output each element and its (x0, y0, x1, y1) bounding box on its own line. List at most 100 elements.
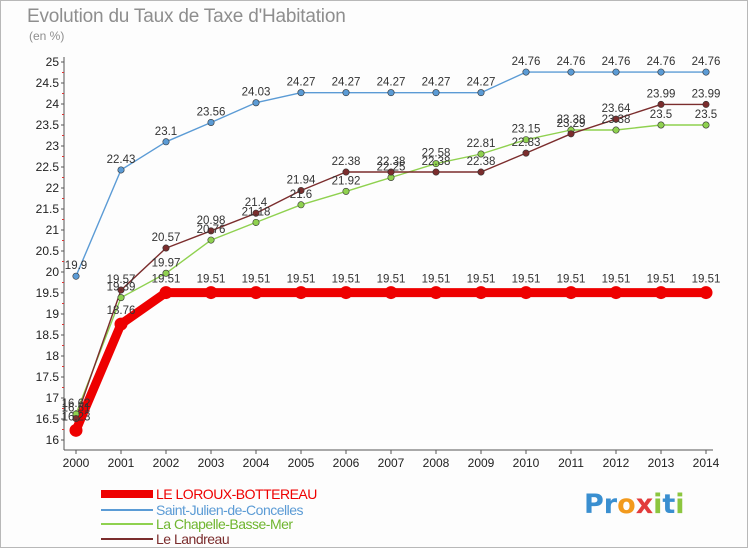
y-tick-label: 16.5 (36, 412, 60, 426)
legend-swatch (101, 489, 153, 498)
series-points (69, 68, 713, 437)
legend-label: Saint-Julien-de-Concelles (156, 501, 304, 518)
data-label: 22.38 (467, 156, 496, 168)
data-label: 24.76 (512, 56, 541, 68)
data-label: 23.99 (692, 88, 721, 100)
legend-item-saint-julien[interactable]: Saint-Julien-de-Concelles (101, 501, 304, 518)
data-point (702, 121, 710, 129)
legend-swatch (101, 522, 153, 525)
data-label: 24.76 (602, 56, 631, 68)
data-label: 22.25 (377, 162, 406, 174)
data-point (432, 168, 440, 176)
x-tick-label: 2004 (243, 456, 270, 470)
data-point (429, 286, 443, 300)
data-point (207, 118, 215, 126)
data-point (252, 209, 260, 217)
y-tick-label: 23.5 (36, 118, 60, 132)
data-point (474, 286, 488, 300)
y-tick-label: 16 (46, 433, 60, 447)
x-tick-label: 2002 (153, 456, 180, 470)
y-tick-label: 21.5 (36, 202, 60, 216)
data-point (72, 272, 80, 280)
data-label: 22.38 (422, 156, 451, 168)
data-point (342, 89, 350, 97)
y-tick-label: 24 (46, 97, 60, 111)
data-label: 23.64 (602, 103, 631, 115)
data-point (654, 286, 668, 300)
chart-title: Evolution du Taux de Taxe d'Habitation (27, 6, 346, 27)
data-label: 21.4 (245, 197, 268, 209)
x-tick-label: 2009 (468, 456, 495, 470)
data-point (567, 130, 575, 138)
data-label: 20.76 (197, 224, 226, 236)
data-point (162, 244, 170, 252)
y-tick-label: 17 (46, 391, 60, 405)
legend-label: Le Landreau (156, 530, 230, 547)
data-label: 19.51 (242, 274, 271, 286)
data-point (297, 89, 305, 97)
data-label: 19.51 (197, 274, 226, 286)
data-label: 24.03 (242, 87, 271, 99)
data-label: 20.98 (197, 215, 226, 227)
data-point (612, 126, 620, 134)
legend-item-chapelle[interactable]: La Chapelle-Basse-Mer (101, 515, 293, 532)
y-tick-label: 20 (46, 265, 60, 279)
x-tick-label: 2001 (108, 456, 135, 470)
y-tick-label: 22.5 (36, 160, 60, 174)
x-tick-label: 2010 (513, 456, 540, 470)
y-tick-label: 17.5 (36, 370, 60, 384)
x-tick-label: 2011 (558, 456, 584, 470)
data-label: 22.58 (422, 148, 451, 160)
y-tick-label: 19 (46, 307, 60, 321)
legend-swatch (101, 537, 153, 540)
data-point (72, 415, 80, 423)
legend-label: La Chapelle-Basse-Mer (156, 515, 293, 532)
data-point (114, 317, 128, 331)
data-point (294, 286, 308, 300)
data-label: 16.23 (62, 411, 91, 423)
data-label: 19.51 (332, 274, 361, 286)
x-tick-label: 2013 (648, 456, 675, 470)
data-label: 16.51 (62, 403, 91, 415)
data-point (207, 227, 215, 235)
y-tick-label: 23 (46, 139, 60, 153)
y-tick-label: 21 (46, 223, 60, 237)
x-tick-label: 2006 (333, 456, 360, 470)
data-point (69, 423, 83, 437)
y-axis-unit: (en %) (29, 29, 65, 43)
data-label: 24.27 (422, 77, 451, 89)
data-label: 23.5 (695, 109, 717, 121)
y-tick-label: 18 (46, 349, 60, 363)
data-label: 22.43 (107, 154, 136, 166)
logo-letter: t (662, 489, 676, 520)
data-label: 22.38 (332, 156, 361, 168)
logo-letter: o (617, 489, 636, 520)
y-tick-label: 25 (46, 55, 60, 69)
data-point (204, 286, 218, 300)
data-label: 23.38 (557, 114, 586, 126)
proxiti-logo: Proxiti (584, 489, 685, 520)
data-label: 23.56 (197, 106, 226, 118)
data-point (162, 138, 170, 146)
data-point (432, 160, 440, 168)
data-label: 21.18 (242, 206, 271, 218)
data-label: 19.97 (152, 257, 181, 269)
legend-item-loroux[interactable]: LE LOROUX-BOTTEREAU (101, 486, 317, 502)
data-point (522, 136, 530, 144)
data-label: 24.76 (692, 56, 721, 68)
logo-letter: r (603, 489, 618, 520)
x-tick-label: 2007 (378, 456, 405, 470)
legend-item-landreau[interactable]: Le Landreau (101, 530, 230, 547)
data-label: 19.51 (692, 274, 721, 286)
y-tick-label: 19.5 (36, 286, 60, 300)
data-label: 20.57 (152, 232, 181, 244)
data-label: 19.9 (65, 260, 87, 272)
data-point (117, 166, 125, 174)
data-label: 24.76 (557, 56, 586, 68)
series-line-0 (71, 288, 711, 435)
y-tick-label: 22 (46, 181, 60, 195)
data-point (387, 89, 395, 97)
data-label: 19.51 (377, 274, 406, 286)
data-label: 22.38 (377, 156, 406, 168)
